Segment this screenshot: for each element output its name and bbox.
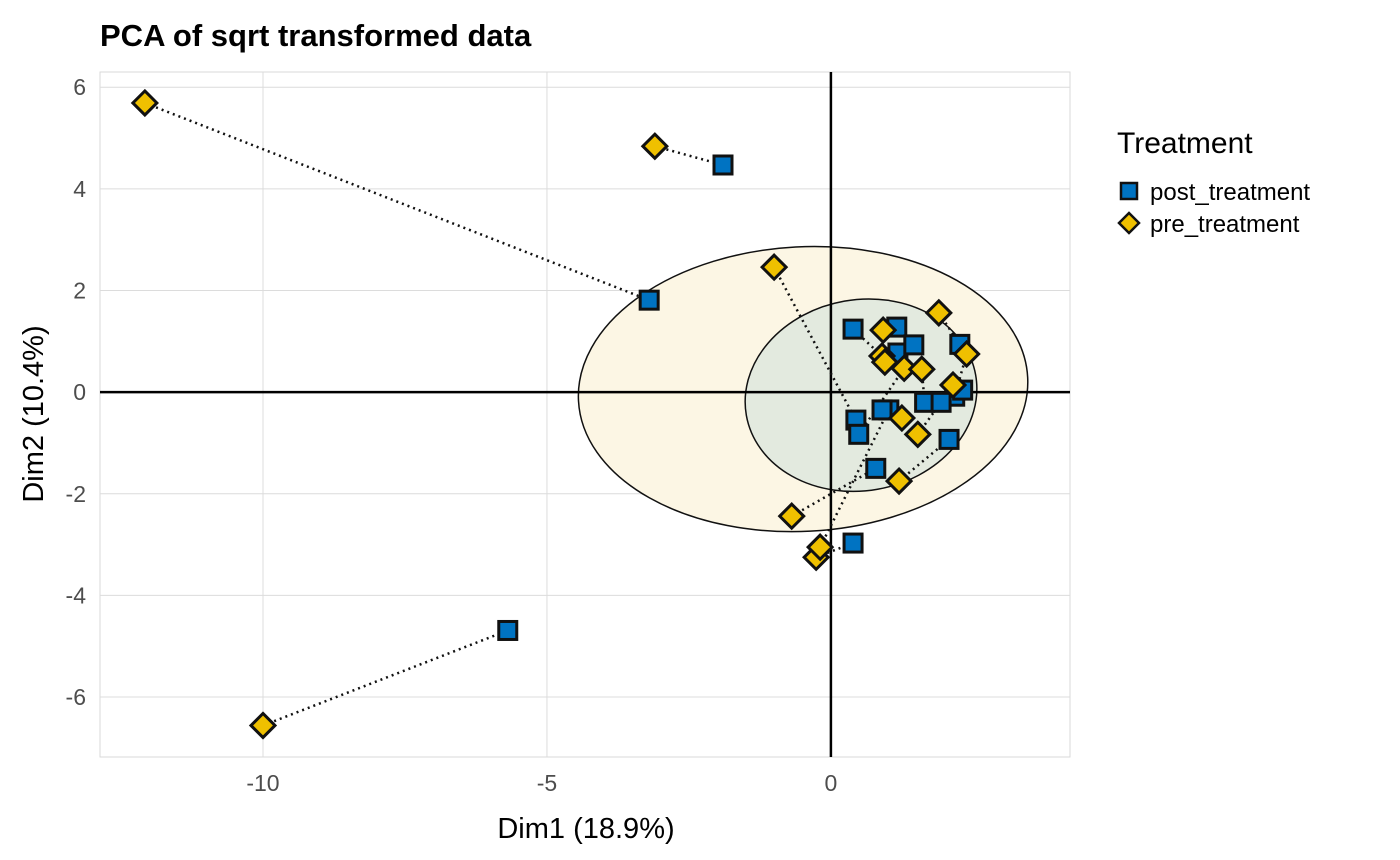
x-axis-title: Dim1 (18.9%): [497, 813, 674, 845]
legend-label-pre: pre_treatment: [1150, 211, 1300, 238]
gridlines: [99, 71, 1071, 758]
y-tick-label: 0: [73, 379, 86, 405]
post-treatment-point: [848, 423, 870, 445]
post-treatment-point: [903, 334, 925, 356]
pre-treatment-point: [130, 88, 159, 118]
pre-treatment-point: [924, 298, 953, 327]
zero-axes: [100, 72, 1070, 757]
pair-line: [144, 101, 650, 302]
pre-treatment-point: [805, 533, 835, 562]
pre-treatment-point: [938, 370, 968, 400]
post-treatment-point: [842, 532, 864, 554]
legend-title: Treatment: [1117, 127, 1253, 160]
x-tick-label: -5: [537, 770, 557, 796]
y-tick-label: 2: [73, 278, 86, 304]
x-tick-label: -10: [246, 770, 279, 796]
y-tick-label: 6: [73, 74, 86, 100]
post-treatment-point: [712, 154, 734, 176]
legend-square-icon: [1119, 181, 1139, 201]
pre-treatment-point: [890, 354, 919, 383]
post-treatment-point: [842, 318, 864, 340]
pre-treatment-point: [248, 711, 278, 740]
pre-treatment-point: [884, 466, 914, 496]
pre-treatment-point: [869, 316, 898, 345]
y-tick-label: -6: [66, 684, 86, 710]
y-tick-label: -4: [66, 582, 87, 608]
legend: Treatment post_treatment pre_treatment: [1117, 127, 1310, 238]
x-tick-label: 0: [825, 770, 838, 796]
y-tick-label: 4: [73, 176, 86, 202]
tick-labels: -10 -5 0 -6 -4 -2 0 2 4 6: [66, 74, 838, 796]
confidence-ellipses: [577, 245, 1029, 533]
post-treatment-point: [930, 391, 952, 413]
pair-line: [262, 629, 509, 727]
y-tick-label: -2: [66, 481, 86, 507]
post-treatment-point: [871, 399, 893, 421]
post-treatment-point: [938, 428, 960, 450]
pre-treatment-point: [907, 355, 936, 384]
pair-line: [791, 467, 877, 518]
pre-treatment-point: [777, 502, 806, 531]
pre-treatment-point: [887, 403, 917, 433]
chart-title: PCA of sqrt transformed data: [100, 18, 532, 53]
post-treatment-point: [497, 619, 519, 641]
points: [130, 88, 981, 740]
pair-line: [773, 266, 857, 421]
panel-border: [99, 71, 1071, 758]
pre-treatment-point: [952, 339, 981, 369]
pre-treatment-point: [903, 420, 932, 449]
pre-treatment-point: [759, 253, 789, 282]
post-treatment-point: [865, 457, 887, 479]
pre-treatment-point: [640, 132, 669, 161]
pair-line: [818, 409, 890, 548]
post-treatment-point: [638, 289, 660, 311]
legend-diamond-icon: [1117, 211, 1141, 235]
legend-label-post: post_treatment: [1150, 179, 1310, 206]
y-axis-title: Dim2 (10.4%): [18, 325, 50, 502]
